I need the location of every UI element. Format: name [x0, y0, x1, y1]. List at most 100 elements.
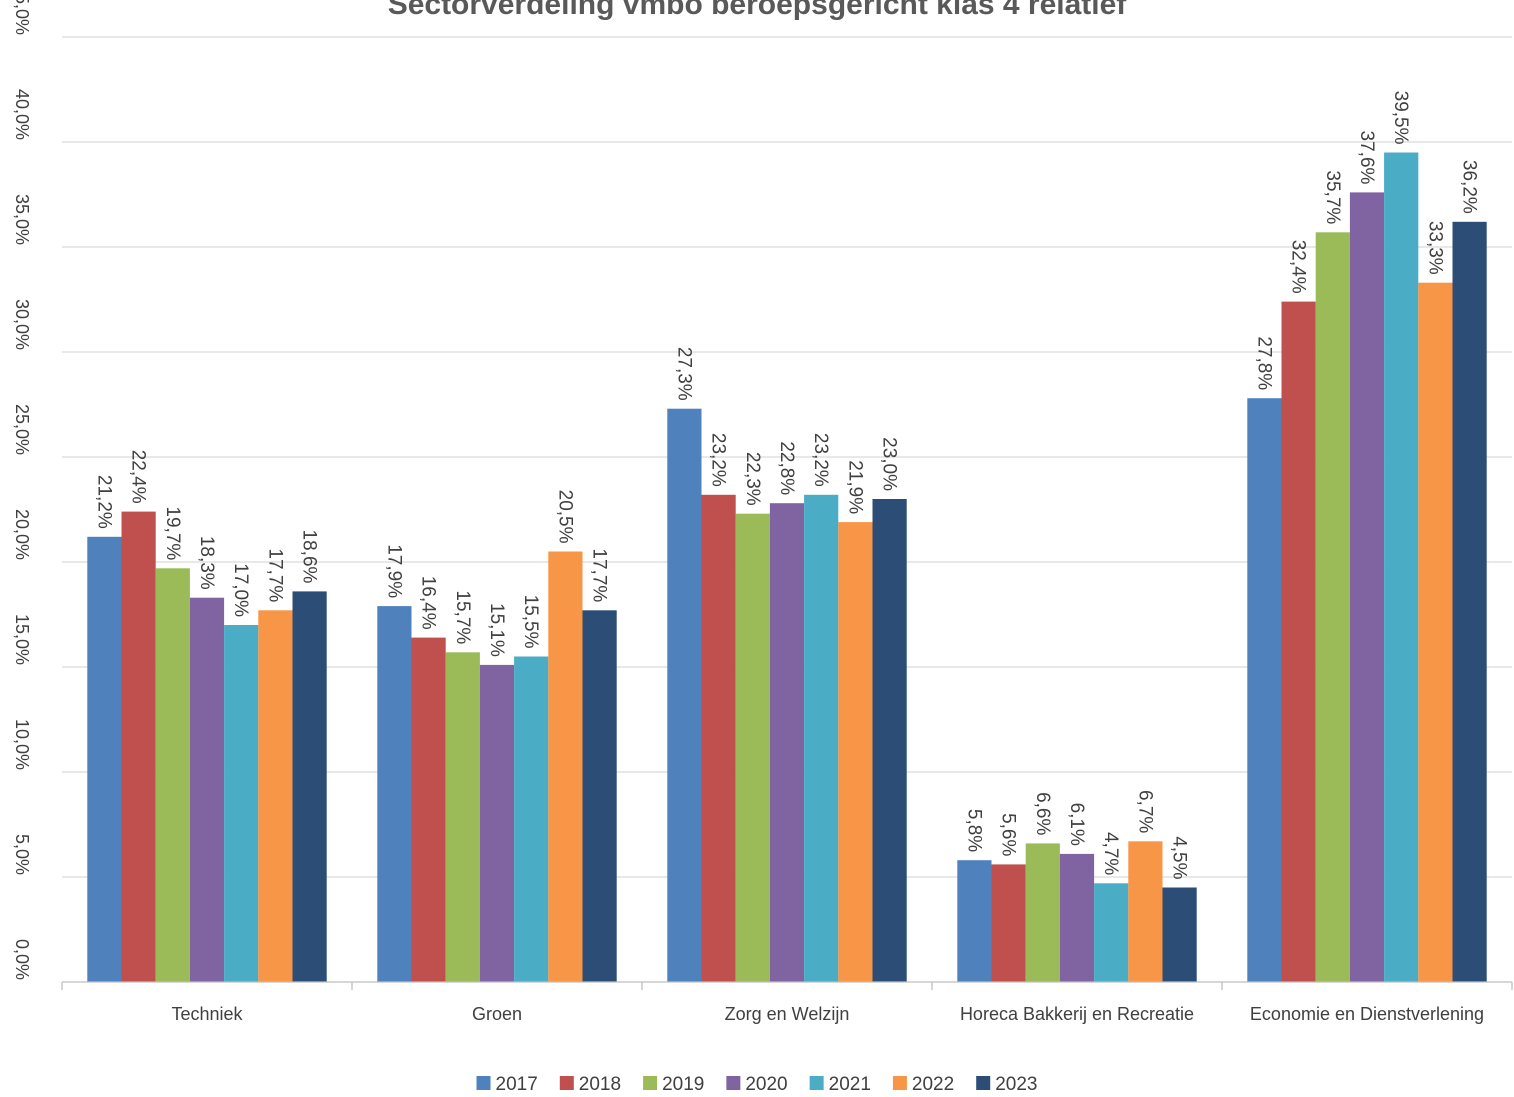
x-tick-label: Economie en Dienstverlening: [1250, 1004, 1484, 1024]
data-label: 16,4%: [418, 576, 439, 630]
bar: [1128, 841, 1163, 982]
legend-swatch: [976, 1076, 991, 1090]
chart-title: Sectorverdeling vmbo beroepsgericht klas…: [388, 0, 1128, 21]
data-label: 22,3%: [742, 452, 763, 506]
y-tick-label: 40,0%: [12, 89, 32, 140]
data-label: 36,2%: [1459, 160, 1480, 214]
legend-label: 2018: [579, 1074, 621, 1095]
bar: [224, 625, 259, 982]
bar: [445, 652, 480, 982]
bar: [1418, 282, 1453, 982]
legend: 2017 2018 2019 2020 2021 2022 2023: [476, 1074, 1037, 1095]
data-label: 23,2%: [810, 433, 831, 487]
x-tick-label: Zorg en Welzijn: [725, 1004, 850, 1024]
data-label: 15,1%: [486, 603, 507, 657]
x-axis: Techniek Groen Zorg en Welzijn Horeca Bakke…: [61, 981, 1513, 1024]
bar: [1247, 398, 1282, 982]
bar: [121, 511, 156, 982]
data-label: 20,5%: [554, 490, 575, 544]
bar: [1452, 221, 1487, 983]
bar: [548, 551, 583, 982]
data-label: 33,3%: [1424, 221, 1445, 275]
bar: [258, 610, 293, 982]
bar: [701, 494, 736, 982]
bar: [1094, 883, 1129, 982]
bar: [1315, 232, 1350, 983]
bar: [957, 860, 992, 982]
data-label: 27,8%: [1253, 336, 1274, 390]
data-label: 21,9%: [844, 460, 865, 514]
data-label: 15,7%: [452, 590, 473, 644]
bar: [735, 513, 770, 982]
data-label: 35,7%: [1322, 170, 1343, 224]
data-label: 5,6%: [998, 813, 1019, 856]
legend-swatch: [809, 1076, 824, 1090]
y-axis-ticks: 0,0% 5,0% 10,0% 15,0% 20,0% 25,0% 30,0% 35,0% 40…: [12, 0, 32, 980]
legend-swatch: [643, 1076, 658, 1090]
bar: [479, 664, 515, 982]
y-tick-label: 15,0%: [12, 614, 32, 665]
bar: [514, 656, 549, 982]
bar: [87, 536, 122, 982]
bars: [87, 152, 1487, 983]
bar: [1059, 853, 1095, 982]
bar: [872, 499, 907, 982]
y-tick-label: 35,0%: [12, 194, 32, 245]
legend-label: 2017: [496, 1074, 538, 1095]
legend-label: 2020: [745, 1074, 787, 1095]
legend-label: 2019: [662, 1074, 704, 1095]
data-label: 15,5%: [520, 595, 541, 649]
legend-swatch: [726, 1076, 741, 1090]
data-label: 37,6%: [1356, 131, 1377, 185]
y-tick-label: 20,0%: [12, 509, 32, 560]
bar: [1349, 192, 1385, 982]
data-label: 17,7%: [264, 548, 285, 602]
data-label: 4,7%: [1100, 832, 1121, 875]
legend-swatch: [892, 1076, 907, 1090]
data-label: 5,8%: [963, 809, 984, 852]
y-tick-label: 45,0%: [12, 0, 32, 35]
bar: [189, 597, 225, 982]
data-label: 22,8%: [776, 441, 797, 495]
bar: [769, 503, 805, 982]
data-label: 17,9%: [383, 544, 404, 598]
data-label: 18,3%: [196, 536, 217, 590]
x-tick-label: Horeca Bakkerij en Recreatie: [960, 1004, 1194, 1024]
bar: [991, 864, 1026, 982]
data-label: 22,4%: [128, 450, 149, 504]
y-tick-label: 30,0%: [12, 299, 32, 350]
x-tick-label: Techniek: [171, 1004, 243, 1024]
data-label: 39,5%: [1390, 91, 1411, 145]
data-label: 17,7%: [589, 548, 610, 602]
bar: [377, 606, 412, 982]
bar: [1384, 152, 1419, 982]
y-tick-label: 10,0%: [12, 719, 32, 770]
bar: [1162, 887, 1197, 982]
bar: [1025, 843, 1060, 982]
data-label: 27,3%: [673, 347, 694, 401]
data-label: 21,2%: [93, 475, 114, 529]
data-label: 6,1%: [1066, 803, 1087, 846]
data-label: 32,4%: [1288, 240, 1309, 294]
bar: [667, 408, 702, 982]
x-tick-label: Groen: [472, 1004, 522, 1024]
y-tick-label: 25,0%: [12, 404, 32, 455]
bar: [155, 568, 190, 982]
data-label: 23,2%: [708, 433, 729, 487]
data-label: 17,0%: [230, 563, 251, 617]
data-label: 19,7%: [162, 506, 183, 560]
bar: [1281, 301, 1316, 983]
y-tick-label: 5,0%: [12, 834, 32, 875]
legend-swatch: [559, 1076, 574, 1090]
y-tick-label: 0,0%: [12, 939, 32, 980]
legend-label: 2021: [829, 1074, 871, 1095]
bar: [411, 637, 446, 982]
legend-label: 2023: [995, 1074, 1037, 1095]
bar: [804, 494, 839, 982]
data-label: 6,6%: [1032, 792, 1053, 835]
legend-label: 2022: [912, 1074, 954, 1095]
data-label: 4,5%: [1169, 836, 1190, 879]
data-labels: 21,2% 22,4% 19,7% 18,3% 17,0% 17,7% 18,6% 17,9%…: [93, 91, 1479, 880]
legend-swatch: [476, 1076, 491, 1090]
